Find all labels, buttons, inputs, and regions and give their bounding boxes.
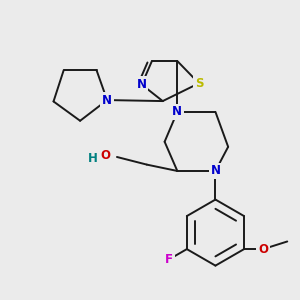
Text: N: N [210, 164, 220, 178]
Text: F: F [165, 253, 173, 266]
Text: N: N [137, 78, 147, 91]
Text: N: N [172, 105, 182, 119]
Text: O: O [258, 243, 268, 256]
Text: N: N [102, 94, 112, 106]
Text: O: O [100, 149, 110, 162]
Text: S: S [195, 77, 203, 90]
Text: H: H [88, 152, 98, 165]
